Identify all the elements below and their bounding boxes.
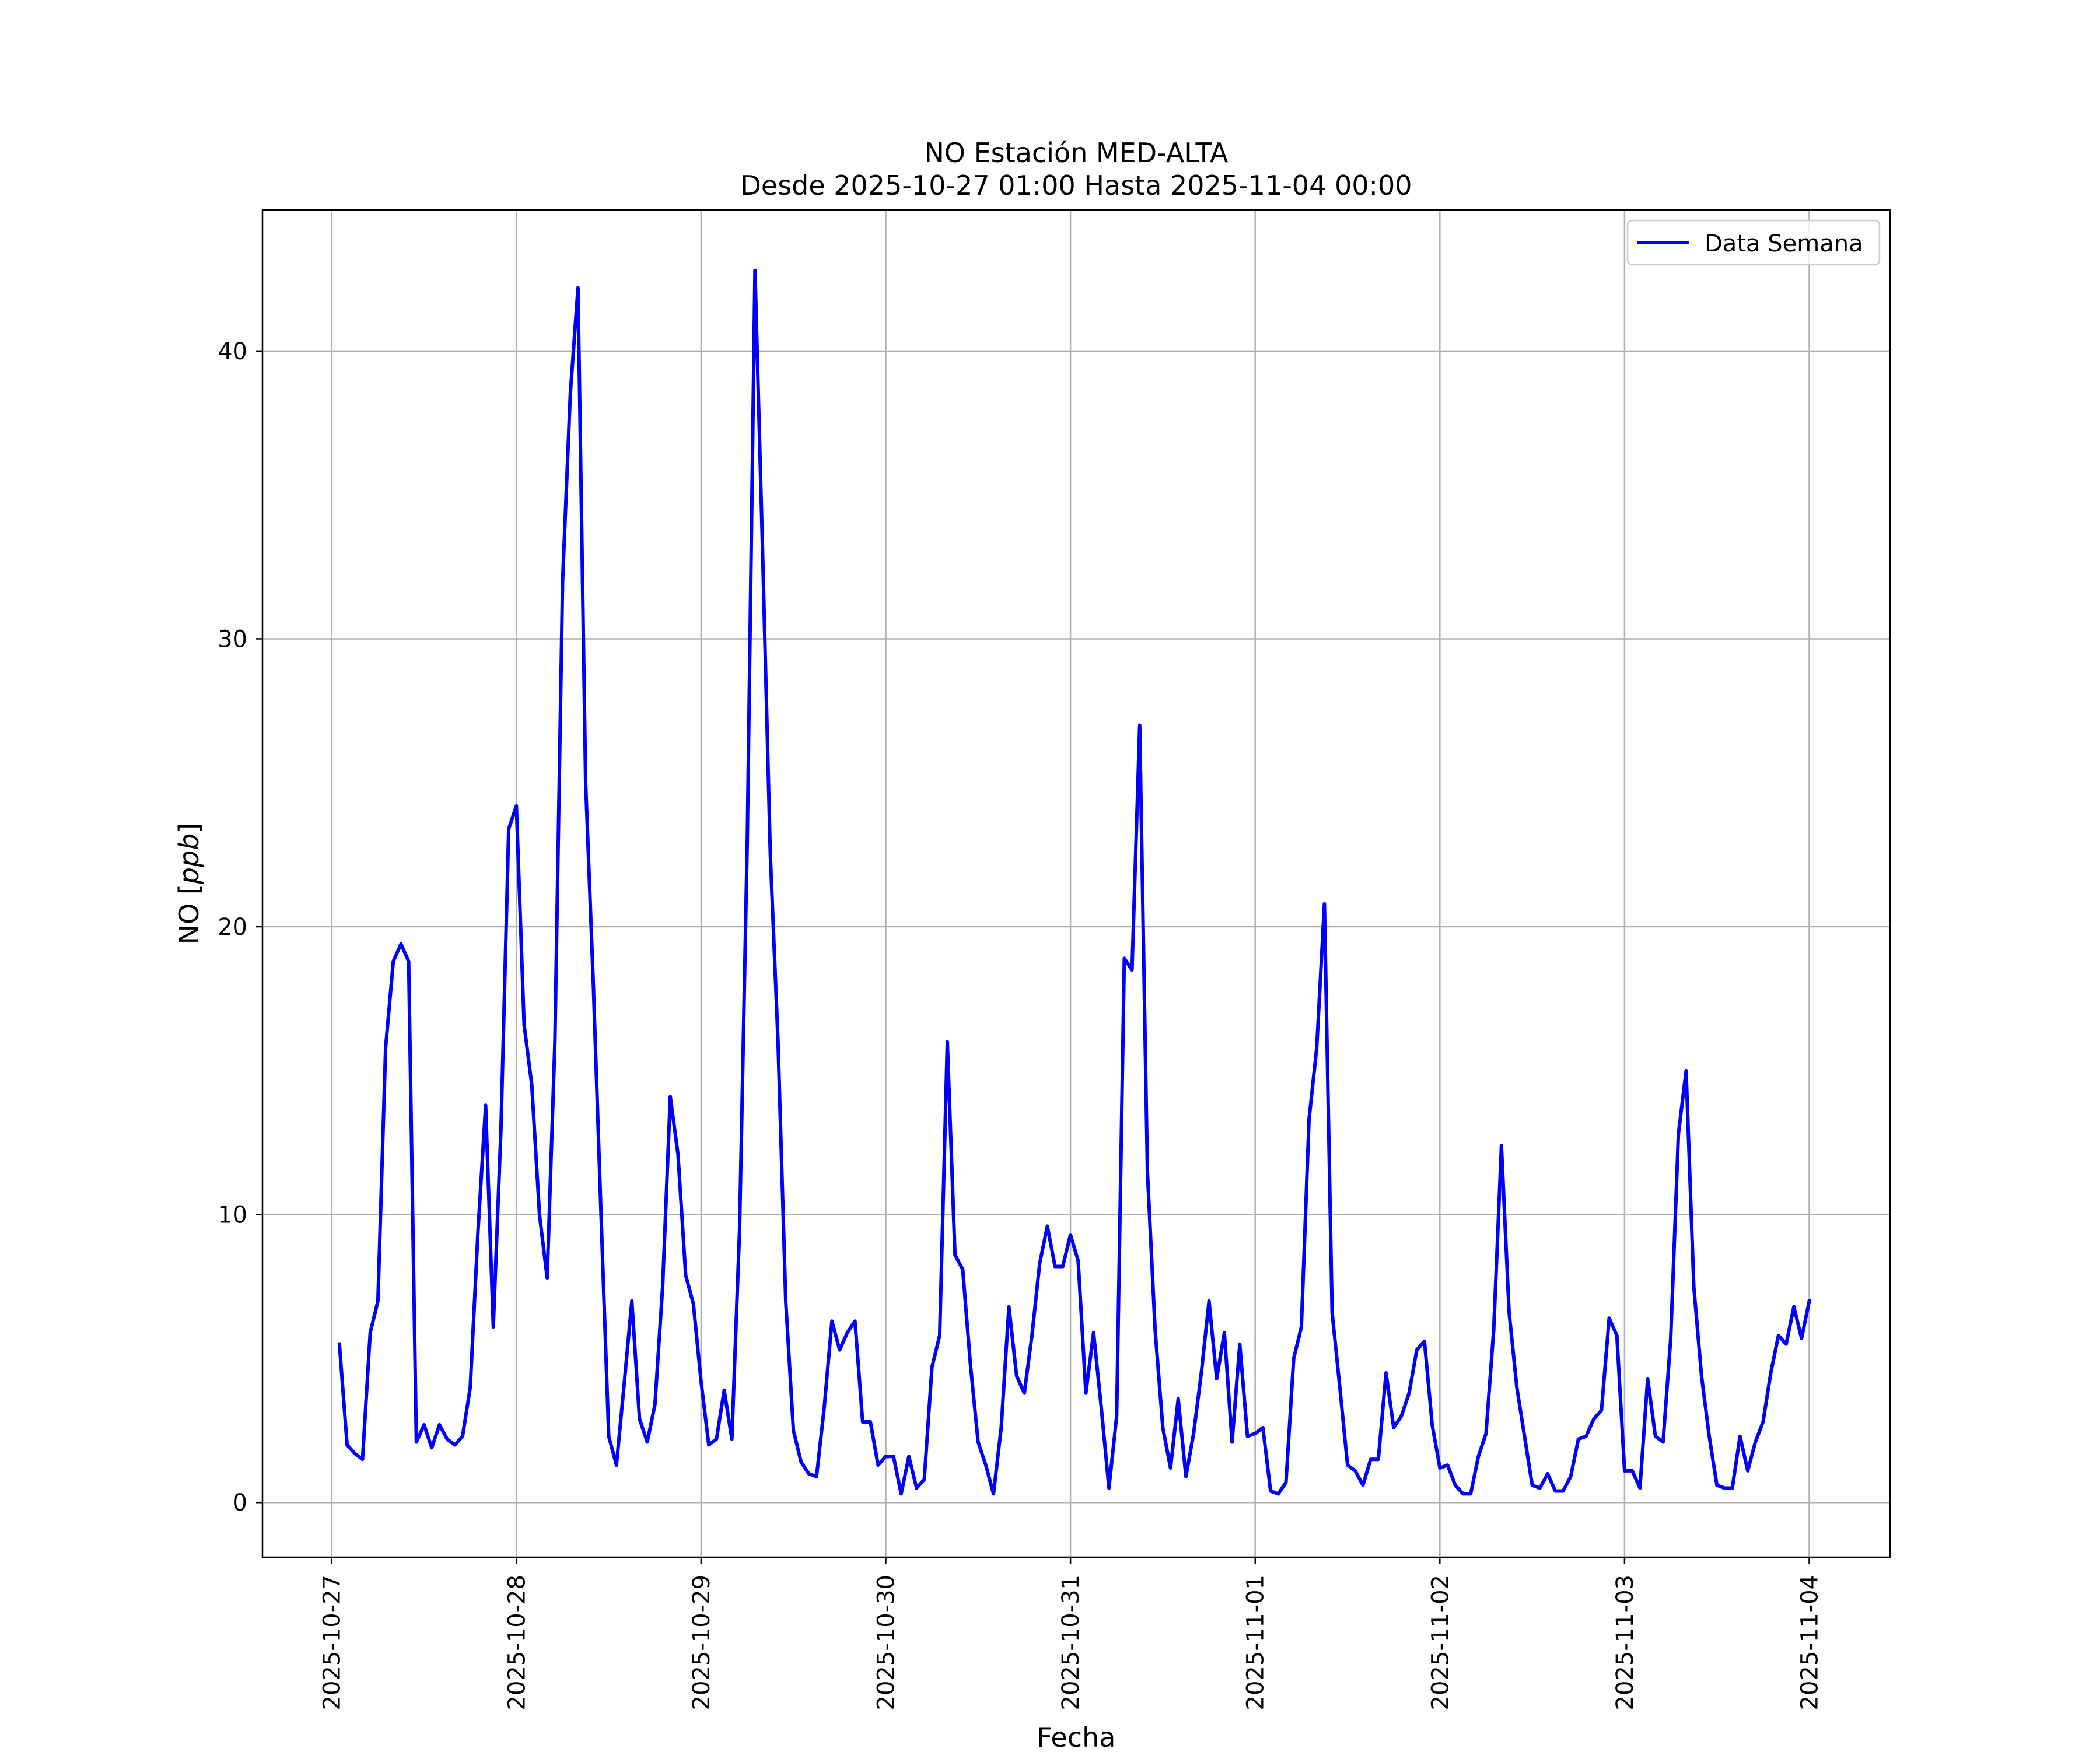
legend: Data Semana — [1626, 219, 1881, 266]
y-tick-label: 10 — [218, 1202, 247, 1229]
x-tick-label: 2025-10-30 — [873, 1575, 900, 1710]
x-tick-label: 2025-10-27 — [319, 1575, 346, 1710]
y-axis-ticks: 0 10 20 30 40 — [218, 338, 262, 1516]
x-tick-label: 2025-10-31 — [1058, 1575, 1084, 1710]
y-axis-label-prefix: NO [ — [173, 884, 205, 944]
series-layer — [337, 268, 1812, 1496]
x-tick-label: 2025-10-28 — [503, 1575, 530, 1710]
y-tick-label: 0 — [233, 1490, 247, 1516]
plot-area-frame — [261, 209, 1891, 1558]
x-tick-label: 2025-11-04 — [1796, 1575, 1823, 1710]
y-axis-label: NO [ppb] — [173, 823, 205, 945]
y-tick-label: 40 — [218, 338, 247, 365]
x-axis-ticks: 2025-10-27 2025-10-28 2025-10-29 2025-10-30… — [319, 1557, 1823, 1710]
y-axis-label-unit: ppb — [173, 833, 205, 885]
legend-label-data-semana: Data Semana — [1704, 230, 1863, 257]
y-tick-label: 30 — [218, 626, 247, 653]
x-tick-label: 2025-10-29 — [688, 1575, 715, 1710]
legend-box — [1626, 219, 1881, 266]
chart-title: NO Estación MED-ALTA — [924, 137, 1228, 169]
grid — [262, 210, 1890, 1557]
x-tick-label: 2025-11-03 — [1612, 1575, 1639, 1710]
x-tick-label: 2025-11-01 — [1242, 1575, 1269, 1710]
y-tick-label: 20 — [218, 914, 247, 941]
series-line-data-semana — [337, 268, 1812, 1496]
x-tick-label: 2025-11-02 — [1427, 1575, 1454, 1710]
y-axis-label-suffix: ] — [173, 823, 205, 833]
chart-subtitle: Desde 2025-10-27 01:00 Hasta 2025-11-04 … — [740, 170, 1412, 201]
x-axis-label: Fecha — [1037, 1722, 1116, 1750]
